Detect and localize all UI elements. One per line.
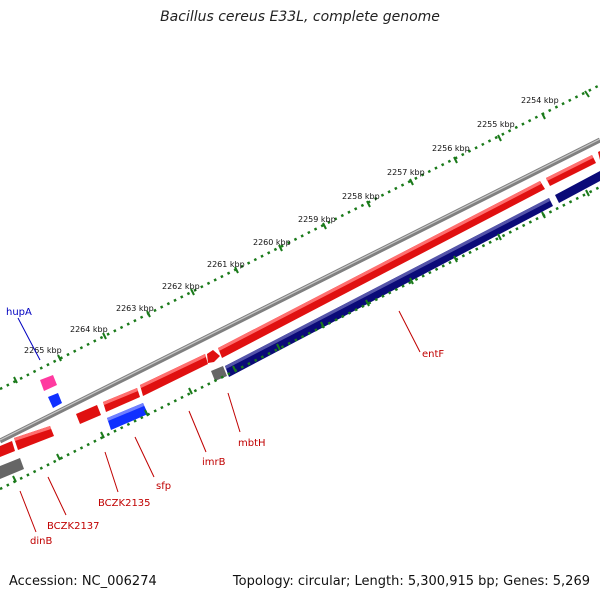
hupA-features [40, 375, 62, 408]
cds-dinB-reverse [0, 458, 24, 479]
cds-imrB-forward [140, 354, 208, 396]
reverse-strand-features [0, 171, 600, 479]
scale-label-2261: 2261 kbp [207, 260, 245, 269]
scale-label-2263: 2263 kbp [116, 304, 154, 313]
cds-sfp-forward [76, 405, 101, 424]
inner-major-ticks [12, 189, 590, 483]
cds-BCZK2135-forward [103, 388, 140, 412]
cds-mbtH-forward [207, 350, 220, 363]
gene-label-BCZK2137: BCZK2137 [47, 521, 100, 532]
scale-label-2265: 2265 kbp [24, 346, 62, 355]
scale-labels: 2254 kbp 2255 kbp 2256 kbp 2257 kbp 2258… [24, 96, 559, 355]
scale-label-2258: 2258 kbp [342, 192, 380, 201]
outer-major-ticks [13, 90, 590, 384]
gene-label-dinB: dinB [30, 536, 52, 547]
cds-entF-reverse [225, 198, 553, 377]
hupA-pink-feature [40, 375, 57, 391]
gene-label-leaders [19, 310, 421, 533]
scale-label-2260: 2260 kbp [253, 238, 291, 247]
gene-label-hupA: hupA [6, 307, 32, 318]
gene-label-mbtH: mbtH [238, 438, 266, 449]
genome-summary-text: Topology: circular; Length: 5,300,915 bp… [232, 574, 590, 589]
gene-label-sfp: sfp [156, 481, 171, 492]
scale-label-2257: 2257 kbp [387, 168, 425, 177]
forward-strand-features [0, 151, 600, 457]
scale-label-2254: 2254 kbp [521, 96, 559, 105]
scale-label-2264: 2264 kbp [70, 325, 108, 334]
gene-label-BCZK2135: BCZK2135 [98, 498, 151, 509]
scale-label-2256: 2256 kbp [432, 144, 470, 153]
gene-label-entF: entF [422, 349, 444, 360]
gene-labels: entF mbtH imrB sfp BCZK2135 BCZK2137 din… [6, 307, 444, 547]
genome-backbone [0, 137, 600, 444]
scale-label-2255: 2255 kbp [477, 120, 515, 129]
scale-label-2259: 2259 kbp [298, 215, 336, 224]
cds-reverse-right [555, 171, 600, 203]
outer-tick-ruler [0, 83, 600, 391]
cds-BCZK2135-blue [107, 403, 148, 430]
hupA-blue-feature [48, 393, 62, 408]
cds-dinB-forward [0, 441, 15, 457]
accession-text: Accession: NC_006274 [9, 574, 157, 589]
hupA-leader [17, 317, 41, 361]
map-title: Bacillus cereus E33L, complete genome [160, 9, 440, 25]
cds-BCZK2137-forward [14, 426, 54, 450]
scale-label-2262: 2262 kbp [162, 282, 200, 291]
gene-label-imrB: imrB [202, 457, 226, 468]
cds-mbtH-reverse [211, 366, 227, 381]
cds-entF-forward [218, 181, 545, 358]
